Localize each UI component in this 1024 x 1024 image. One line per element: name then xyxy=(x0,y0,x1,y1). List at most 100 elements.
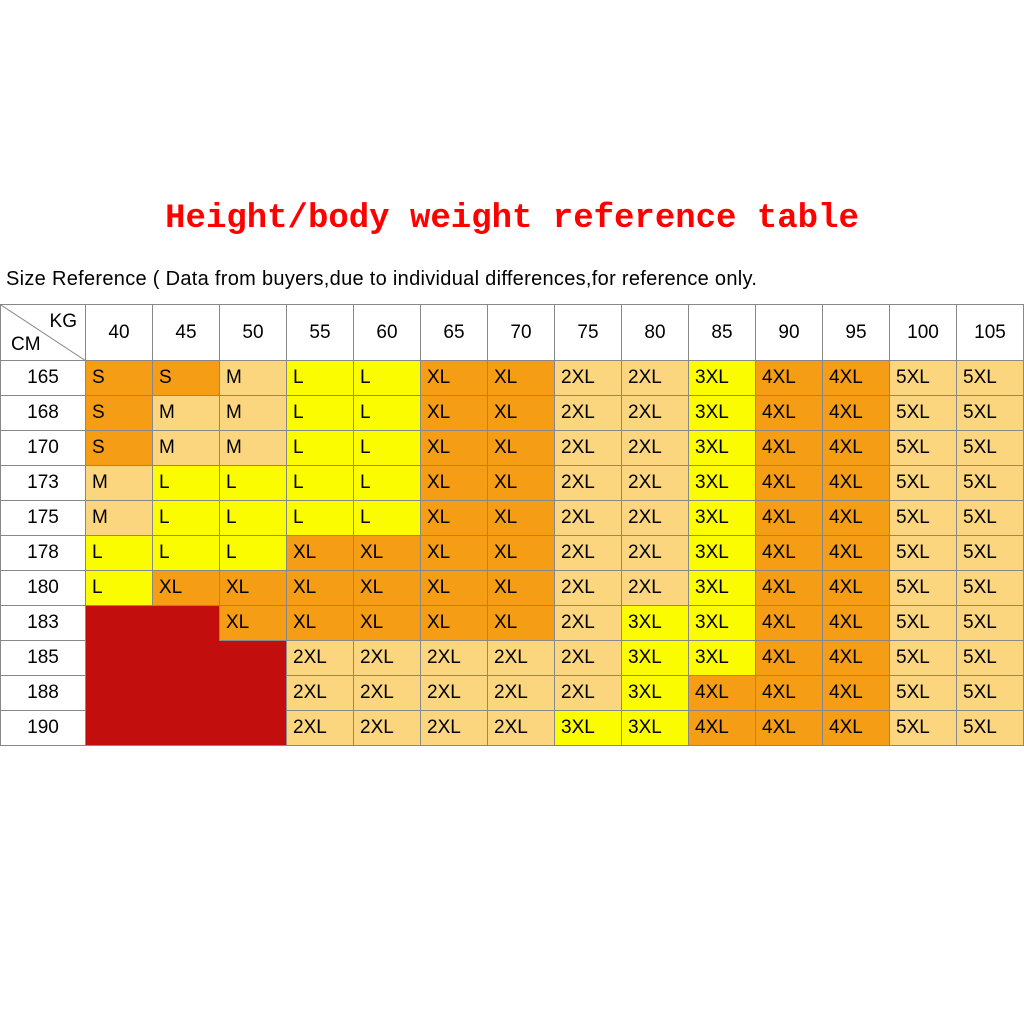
table-row: 170SMMLLXLXL2XL2XL3XL4XL4XL5XL5XL xyxy=(1,431,1024,466)
size-cell: XL xyxy=(354,536,421,571)
size-cell: L xyxy=(287,466,354,501)
table-row: 165SSMLLXLXL2XL2XL3XL4XL4XL5XL5XL xyxy=(1,361,1024,396)
size-cell: 5XL xyxy=(890,361,957,396)
size-cell: 2XL xyxy=(555,466,622,501)
kg-header: 75 xyxy=(555,305,622,361)
size-cell xyxy=(153,711,220,746)
size-cell: 5XL xyxy=(890,396,957,431)
size-table: KG CM 404550556065707580859095100105 165… xyxy=(0,304,1024,746)
size-cell: 4XL xyxy=(823,536,890,571)
size-cell: XL xyxy=(421,396,488,431)
size-cell: 2XL xyxy=(421,676,488,711)
size-cell: 4XL xyxy=(756,431,823,466)
size-cell: 3XL xyxy=(689,641,756,676)
size-cell: XL xyxy=(421,536,488,571)
size-cell: 5XL xyxy=(890,536,957,571)
size-cell xyxy=(86,711,153,746)
size-cell: 2XL xyxy=(287,641,354,676)
size-cell: 2XL xyxy=(555,361,622,396)
size-cell: L xyxy=(287,396,354,431)
size-cell: 3XL xyxy=(689,501,756,536)
size-cell: 4XL xyxy=(756,676,823,711)
size-cell: 3XL xyxy=(689,466,756,501)
size-cell: L xyxy=(354,466,421,501)
size-cell: 4XL xyxy=(756,711,823,746)
size-cell: 5XL xyxy=(890,641,957,676)
size-cell: 4XL xyxy=(823,431,890,466)
kg-header: 95 xyxy=(823,305,890,361)
size-cell: 3XL xyxy=(689,396,756,431)
size-cell xyxy=(86,641,153,676)
size-cell: M xyxy=(220,431,287,466)
table-row: 1882XL2XL2XL2XL2XL3XL4XL4XL4XL5XL5XL xyxy=(1,676,1024,711)
size-cell: XL xyxy=(287,536,354,571)
size-cell: 4XL xyxy=(823,641,890,676)
size-cell: M xyxy=(153,431,220,466)
size-cell: 2XL xyxy=(555,501,622,536)
size-cell xyxy=(153,676,220,711)
size-cell: 5XL xyxy=(957,676,1024,711)
size-cell: 4XL xyxy=(756,466,823,501)
size-cell: XL xyxy=(421,606,488,641)
size-cell: 5XL xyxy=(957,396,1024,431)
size-cell: L xyxy=(354,361,421,396)
size-cell: XL xyxy=(354,571,421,606)
size-cell: M xyxy=(220,361,287,396)
table-row: 180LXLXLXLXLXLXL2XL2XL3XL4XL4XL5XL5XL xyxy=(1,571,1024,606)
size-cell: 4XL xyxy=(823,606,890,641)
size-cell xyxy=(153,641,220,676)
size-cell: L xyxy=(287,501,354,536)
size-cell: 2XL xyxy=(622,431,689,466)
size-cell: L xyxy=(153,466,220,501)
size-cell: S xyxy=(153,361,220,396)
size-cell: XL xyxy=(421,431,488,466)
size-cell: L xyxy=(153,501,220,536)
corner-cell: KG CM xyxy=(1,305,86,361)
kg-header: 60 xyxy=(354,305,421,361)
size-cell: 2XL xyxy=(555,396,622,431)
kg-header: 85 xyxy=(689,305,756,361)
table-row: 168SMMLLXLXL2XL2XL3XL4XL4XL5XL5XL xyxy=(1,396,1024,431)
size-cell: 5XL xyxy=(957,501,1024,536)
size-cell xyxy=(153,606,220,641)
size-cell: 5XL xyxy=(890,711,957,746)
table-body: 165SSMLLXLXL2XL2XL3XL4XL4XL5XL5XL168SMML… xyxy=(1,361,1024,746)
cm-header: 170 xyxy=(1,431,86,466)
size-cell: 3XL xyxy=(689,431,756,466)
size-cell: XL xyxy=(488,466,555,501)
size-cell: L xyxy=(287,361,354,396)
cm-header: 180 xyxy=(1,571,86,606)
size-cell: M xyxy=(153,396,220,431)
size-cell: L xyxy=(220,536,287,571)
size-cell: M xyxy=(220,396,287,431)
size-cell: 5XL xyxy=(957,431,1024,466)
size-cell: 4XL xyxy=(756,536,823,571)
size-cell: 2XL xyxy=(622,396,689,431)
cm-header: 165 xyxy=(1,361,86,396)
size-cell: 4XL xyxy=(689,711,756,746)
size-cell: 2XL xyxy=(555,606,622,641)
size-cell: M xyxy=(86,501,153,536)
size-cell: 5XL xyxy=(890,606,957,641)
size-cell: 2XL xyxy=(622,501,689,536)
cm-header: 168 xyxy=(1,396,86,431)
size-cell: XL xyxy=(488,606,555,641)
cm-label: CM xyxy=(11,334,41,356)
size-cell: 5XL xyxy=(890,676,957,711)
size-cell xyxy=(86,676,153,711)
size-cell: 5XL xyxy=(890,571,957,606)
size-cell: 2XL xyxy=(555,676,622,711)
size-cell: L xyxy=(220,501,287,536)
size-cell: 2XL xyxy=(622,536,689,571)
kg-header: 70 xyxy=(488,305,555,361)
cm-header: 173 xyxy=(1,466,86,501)
size-cell: 3XL xyxy=(622,606,689,641)
size-cell: 3XL xyxy=(622,676,689,711)
cm-header: 188 xyxy=(1,676,86,711)
size-cell: L xyxy=(220,466,287,501)
size-cell: 2XL xyxy=(622,361,689,396)
table-row: 1902XL2XL2XL2XL3XL3XL4XL4XL4XL5XL5XL xyxy=(1,711,1024,746)
size-cell: 4XL xyxy=(823,501,890,536)
kg-header: 40 xyxy=(86,305,153,361)
size-cell: 4XL xyxy=(823,361,890,396)
